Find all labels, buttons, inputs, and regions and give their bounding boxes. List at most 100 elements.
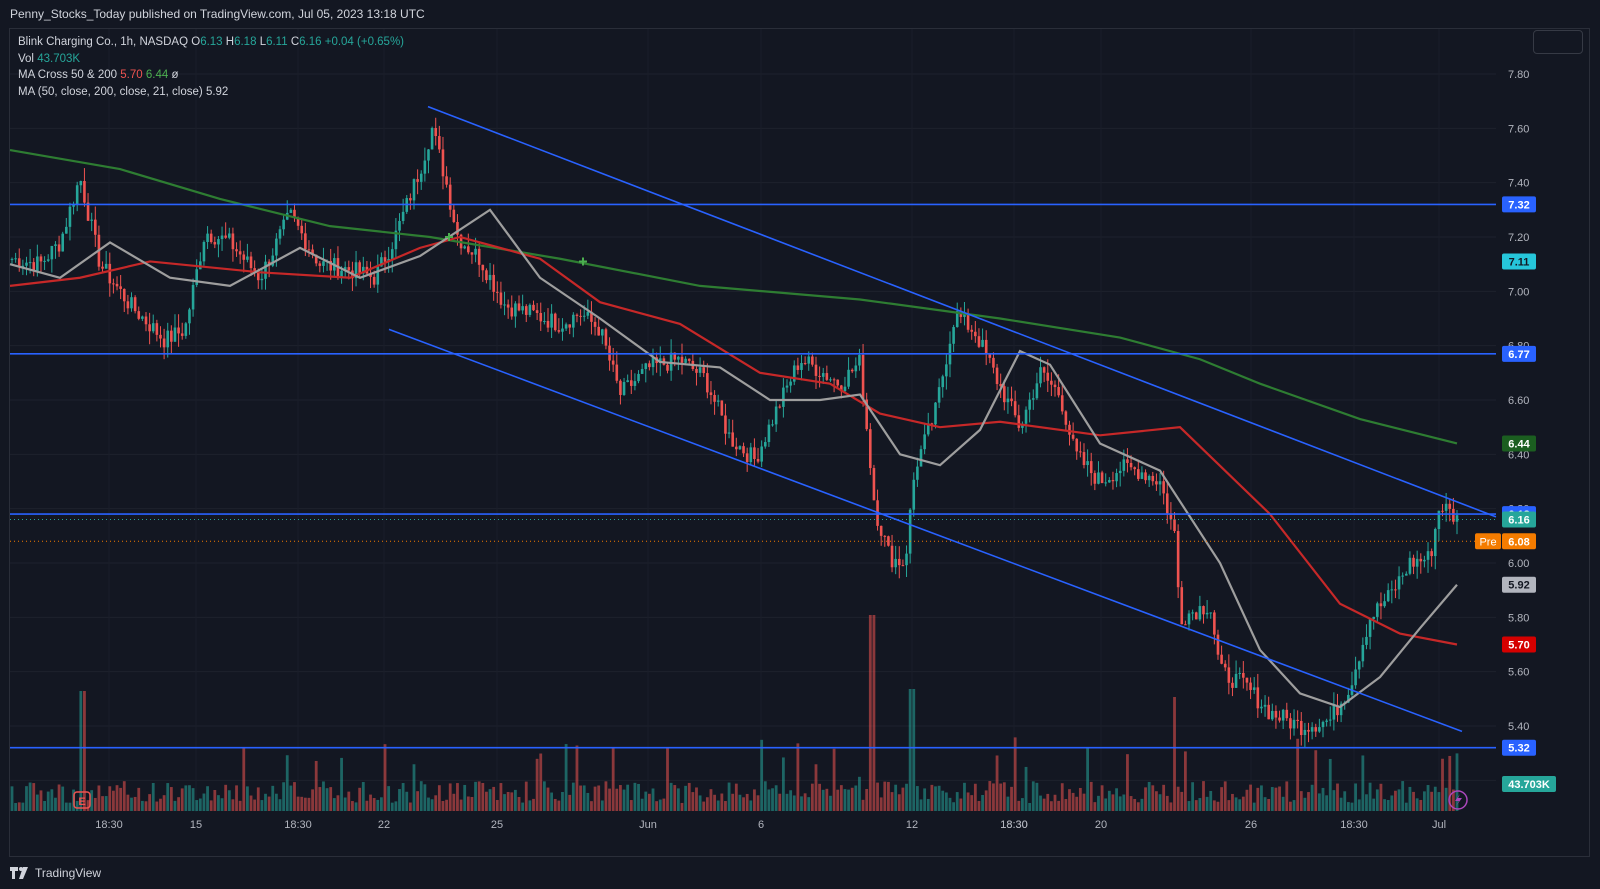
volume-bar [865,789,869,811]
candle-body [1419,558,1423,562]
volume-bar [992,783,995,811]
candle-body [1412,557,1415,567]
volume-bar [716,800,720,811]
volume-bar [872,615,876,811]
candle-body [1194,612,1198,620]
candle-body [749,447,753,463]
candle-body [1144,472,1147,481]
chart-settings-box[interactable] [1533,30,1583,54]
volume-bar [427,797,430,811]
x-axis-tick-label: 20 [1095,819,1107,831]
ma-cross-marker [445,233,453,241]
candle-body [1035,383,1039,399]
legend-ma-fast: 5.70 [120,69,143,81]
volume-bar [789,790,793,811]
candle-body [843,386,847,392]
y-axis-tick-label: 7.80 [1508,69,1529,81]
volume-bar [379,797,383,811]
volume-bar [890,792,894,811]
volume-bar [539,753,543,811]
volume-bar [481,782,485,811]
candle-body [539,313,543,322]
candle-body [753,447,756,459]
volume-bar [296,796,300,811]
candle-body [564,324,568,329]
price-tag-label: 5.70 [1508,640,1529,652]
volume-bar [75,800,79,811]
candle-body [199,261,202,270]
volume-bar [503,794,506,811]
candle-body [307,249,311,251]
volume-bar [209,800,213,811]
volume-bar [68,802,72,811]
candle-body [380,257,383,267]
volume-bar [622,789,626,811]
volume-bar [702,801,706,811]
volume-bar [1071,792,1075,811]
candle-body [1169,513,1173,520]
lightning-icon[interactable] [1448,790,1468,810]
volume-bar [1202,781,1205,811]
candle-body [1180,587,1184,625]
y-axis-tick-label: 7.60 [1508,123,1529,135]
volume-bar [1021,798,1024,811]
candle-body [651,357,655,368]
candle-body [836,379,840,386]
candle-body [832,379,836,381]
volume-bar [629,800,633,811]
candle-body [1325,720,1328,722]
candle-body [1292,719,1296,729]
candle-body [144,316,148,325]
volume-bar [535,758,539,811]
candle-body [1155,481,1158,485]
candle-body [977,336,981,347]
candle-body [1184,624,1187,626]
volume-bar [988,781,992,811]
price-tag-prefix-bg [1475,533,1501,550]
candle-body [398,220,401,231]
candle-body [517,303,521,311]
candle-body [1441,510,1444,512]
volume-bar [495,800,499,811]
channel-upper-line[interactable] [427,105,1497,518]
volume-bar [528,800,532,811]
y-axis-tick-label: 5.80 [1508,612,1529,624]
candle-body [572,314,575,328]
volume-bar [369,794,372,811]
candle-body [503,304,506,306]
y-axis-tick-label: 5.40 [1508,721,1529,733]
legend-symbol: Blink Charging Co., 1h, NASDAQ [18,36,189,48]
candle-body [445,176,448,185]
volume-bar [1451,789,1455,811]
earnings-icon[interactable] [73,791,91,809]
candle-body [687,358,691,361]
volume-bar [1227,800,1231,811]
x-axis-tick-label: 15 [190,819,202,831]
volume-bar [858,776,861,811]
channel-lower-line[interactable] [388,328,1463,733]
candle-body [369,273,372,277]
volume-bar [151,782,155,811]
candle-body [1452,508,1455,522]
candle-body [1024,409,1028,424]
volume-bar [1433,786,1437,811]
volume-bar [365,800,369,811]
price-tag-bg [1502,511,1536,528]
volume-bar [1444,787,1448,811]
candle-body [601,329,604,336]
candle-body [499,292,503,305]
candle-body [155,323,159,335]
volume-bar [1343,791,1347,811]
candle-body [65,226,68,234]
volume-bar [546,787,550,811]
candle-body [778,406,782,408]
candle-body [256,272,260,281]
volume-bar [999,783,1003,811]
volume-bar [1328,758,1332,811]
candle-body [83,180,86,203]
candle-body [731,432,734,447]
volume-bar [1426,785,1430,811]
volume-bar [1368,782,1372,811]
volume-bar [510,792,514,811]
